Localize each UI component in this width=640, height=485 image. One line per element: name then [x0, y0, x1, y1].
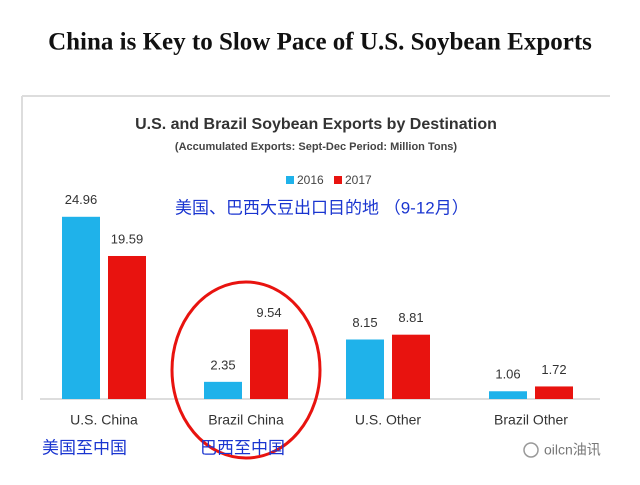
bar [204, 381, 242, 399]
category-note: 巴西至中国 [200, 438, 285, 457]
data-label: 19.59 [111, 231, 144, 246]
data-label: 8.81 [398, 310, 423, 325]
slide-title: China is Key to Slow Pace of U.S. Soybea… [48, 29, 592, 56]
highlight-ellipse [170, 280, 322, 460]
watermark-icon [523, 442, 539, 458]
chart-subtitle: (Accumulated Exports: Sept-Dec Period: M… [175, 141, 457, 153]
bar [346, 339, 384, 399]
data-label: 1.72 [541, 362, 566, 377]
category-note: 美国至中国 [42, 438, 127, 457]
annotation: 美国、巴西大豆出口目的地 （9-12月） [175, 198, 469, 217]
legend-label: 2016 [297, 173, 324, 187]
bar [489, 391, 527, 399]
chart-title: U.S. and Brazil Soybean Exports by Desti… [135, 116, 497, 133]
legend-label: 2017 [345, 173, 372, 187]
x-tick-label: U.S. China [70, 412, 138, 428]
bar [62, 216, 100, 399]
legend-swatch [334, 176, 342, 184]
bar [535, 386, 573, 399]
data-label: 24.96 [65, 192, 98, 207]
x-tick-label: Brazil Other [494, 412, 568, 428]
legend-swatch [286, 176, 294, 184]
data-label: 1.06 [495, 367, 520, 382]
bar [250, 329, 288, 399]
x-tick-label: U.S. Other [355, 412, 421, 428]
x-tick-label: Brazil China [208, 412, 284, 428]
bar [392, 334, 430, 399]
data-label: 2.35 [210, 357, 235, 372]
data-label: 8.15 [352, 315, 377, 330]
watermark: oilcn油讯 [544, 442, 601, 458]
bar [108, 255, 146, 399]
data-label: 9.54 [256, 305, 281, 320]
